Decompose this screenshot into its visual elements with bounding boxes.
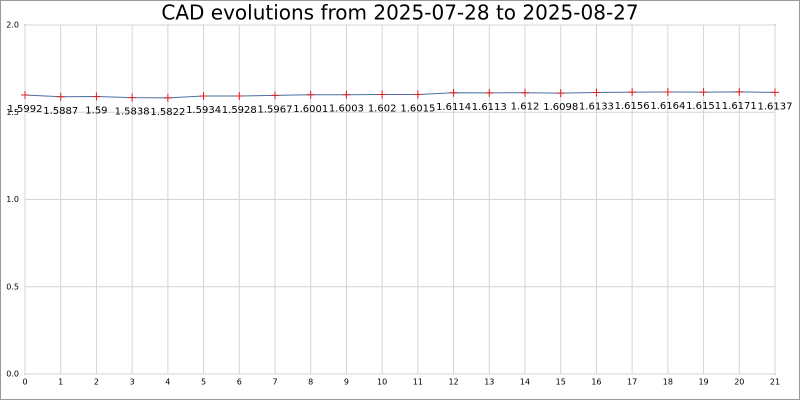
y-tick-label: 0.5 [6,282,19,291]
x-tick-label: 8 [308,378,313,387]
point-marker [306,90,315,99]
data-label: 1.5822 [150,107,185,118]
data-label: 1.5992 [8,104,43,115]
point-marker [21,90,29,99]
x-tick-label: 7 [272,378,277,387]
x-tick-label: 15 [556,378,566,387]
data-label: 1.6164 [650,101,685,112]
data-label: 1.6137 [758,101,793,112]
x-tick-label: 9 [344,378,349,387]
point-marker [163,93,172,102]
data-label: 1.612 [511,102,540,113]
data-label: 1.5934 [186,105,221,116]
data-label: 1.5967 [258,104,293,115]
point-marker [556,89,565,98]
data-label: 1.5838 [115,107,150,118]
y-tick-label: 2.0 [6,21,19,30]
point-marker [521,88,529,97]
x-tick-label: 6 [237,378,242,387]
x-tick-label: 5 [201,378,206,387]
data-label: 1.6171 [722,101,757,112]
data-label: 1.6113 [472,102,507,113]
point-marker [663,87,672,96]
data-label: 1.59 [85,106,107,117]
x-tick-label: 1 [58,378,63,387]
point-marker [342,90,351,99]
y-tick-label: 1.5 [6,108,19,117]
data-label: 1.6156 [615,101,650,112]
data-label: 1.6133 [579,101,614,112]
data-label: 1.6098 [543,102,578,113]
x-tick-label: 0 [22,378,27,387]
y-tick-label: 1.0 [6,195,19,204]
point-marker [199,91,208,100]
point-marker [628,88,637,97]
data-label: 1.6151 [686,101,721,112]
data-label: 1.6015 [400,104,435,115]
point-marker [128,93,137,102]
x-tick-label: 12 [448,378,458,387]
point-marker [235,92,244,101]
point-marker [378,90,387,99]
x-tick-label: 17 [627,378,637,387]
x-tick-label: 11 [413,378,423,387]
x-tick-label: 14 [520,378,530,387]
point-marker [413,90,422,99]
point-marker [699,88,708,97]
point-marker [735,87,744,96]
x-tick-label: 13 [484,378,494,387]
point-marker [771,88,779,97]
point-marker [592,88,601,97]
chart-title: CAD evolutions from 2025-07-28 to 2025-0… [161,1,638,25]
data-label: 1.5887 [43,106,78,117]
x-tick-label: 20 [734,378,744,387]
x-tick-label: 21 [770,378,780,387]
data-label: 1.6114 [436,102,471,113]
x-tick-label: 18 [663,378,673,387]
x-tick-label: 4 [165,378,170,387]
data-label: 1.6003 [329,104,364,115]
x-tick-label: 16 [591,378,601,387]
data-label: 1.602 [368,103,397,114]
y-tick-label: 0.0 [6,370,19,379]
x-tick-label: 19 [698,378,708,387]
point-marker [485,88,494,97]
point-marker [449,88,458,97]
point-marker [56,92,65,101]
data-label: 1.6001 [293,104,328,115]
x-tick-label: 10 [377,378,387,387]
point-marker [271,91,279,100]
x-tick-label: 2 [94,378,99,387]
point-marker [92,92,101,101]
series-line [24,91,776,99]
data-label: 1.5928 [222,105,257,116]
x-tick-label: 3 [130,378,135,387]
